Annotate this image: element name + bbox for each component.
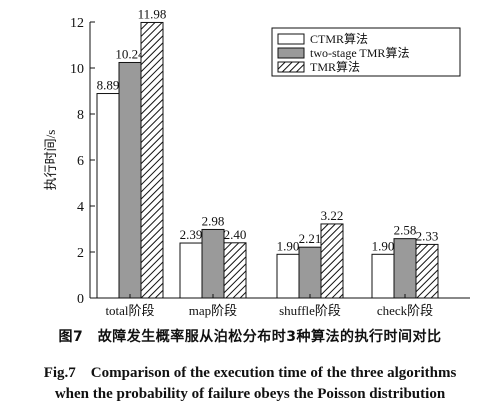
x-tick-label: total阶段 <box>105 303 154 318</box>
y-tick-label: 12 <box>70 16 84 31</box>
data-label: 2.21 <box>299 231 322 246</box>
y-tick-label: 2 <box>77 246 84 261</box>
legend-label: TMR算法 <box>310 59 360 74</box>
data-label: 3.22 <box>321 208 344 223</box>
data-label: 1.90 <box>277 238 300 253</box>
y-tick-label: 6 <box>77 154 84 169</box>
legend-swatch <box>277 33 305 45</box>
x-tick-label: map阶段 <box>189 303 237 318</box>
bar <box>223 242 247 299</box>
data-label: 2.39 <box>180 227 203 242</box>
bar <box>140 21 164 299</box>
data-label: 2.33 <box>416 228 439 243</box>
y-tick-label: 10 <box>70 62 84 77</box>
legend-swatch <box>277 61 305 73</box>
data-label: 1.90 <box>372 238 395 253</box>
bar <box>415 243 439 299</box>
y-tick-label: 0 <box>77 292 84 307</box>
y-tick-label: 8 <box>77 108 84 123</box>
data-label: 2.98 <box>202 213 225 228</box>
data-label: 10.24 <box>115 46 145 61</box>
bar <box>201 228 225 299</box>
figure-caption-chinese: 图7 故障发生概率服从泊松分布时3种算法的执行时间对比 <box>58 329 442 345</box>
data-label: 2.58 <box>394 223 417 238</box>
bar <box>298 246 322 299</box>
bar <box>96 93 120 299</box>
x-tick-label: shuffle阶段 <box>279 303 341 318</box>
bar <box>320 223 344 299</box>
bar <box>179 242 203 299</box>
legend-swatch <box>277 47 305 59</box>
data-label: 2.40 <box>224 227 247 242</box>
bar <box>393 238 417 299</box>
data-label: 8.89 <box>97 78 120 93</box>
bar <box>118 61 142 299</box>
legend-label: CTMR算法 <box>310 31 368 46</box>
x-tick-label: check阶段 <box>377 303 433 318</box>
bar-chart: 0 2 4 6 8 10 12 执行时间/s 8.89 10.24 11.98 total阶段 2.39… <box>43 6 470 318</box>
bar <box>371 253 395 299</box>
bar <box>276 253 300 299</box>
figure-caption-english-line2: when the probability of failure obeys th… <box>54 386 446 402</box>
y-tick-label: 4 <box>77 200 84 215</box>
figure-caption-english-line1: Fig.7 Comparison of the execution time o… <box>43 365 457 381</box>
y-axis-label: 执行时间/s <box>43 130 58 191</box>
legend-label: two-stage TMR算法 <box>310 45 409 60</box>
data-label: 11.98 <box>138 6 167 21</box>
